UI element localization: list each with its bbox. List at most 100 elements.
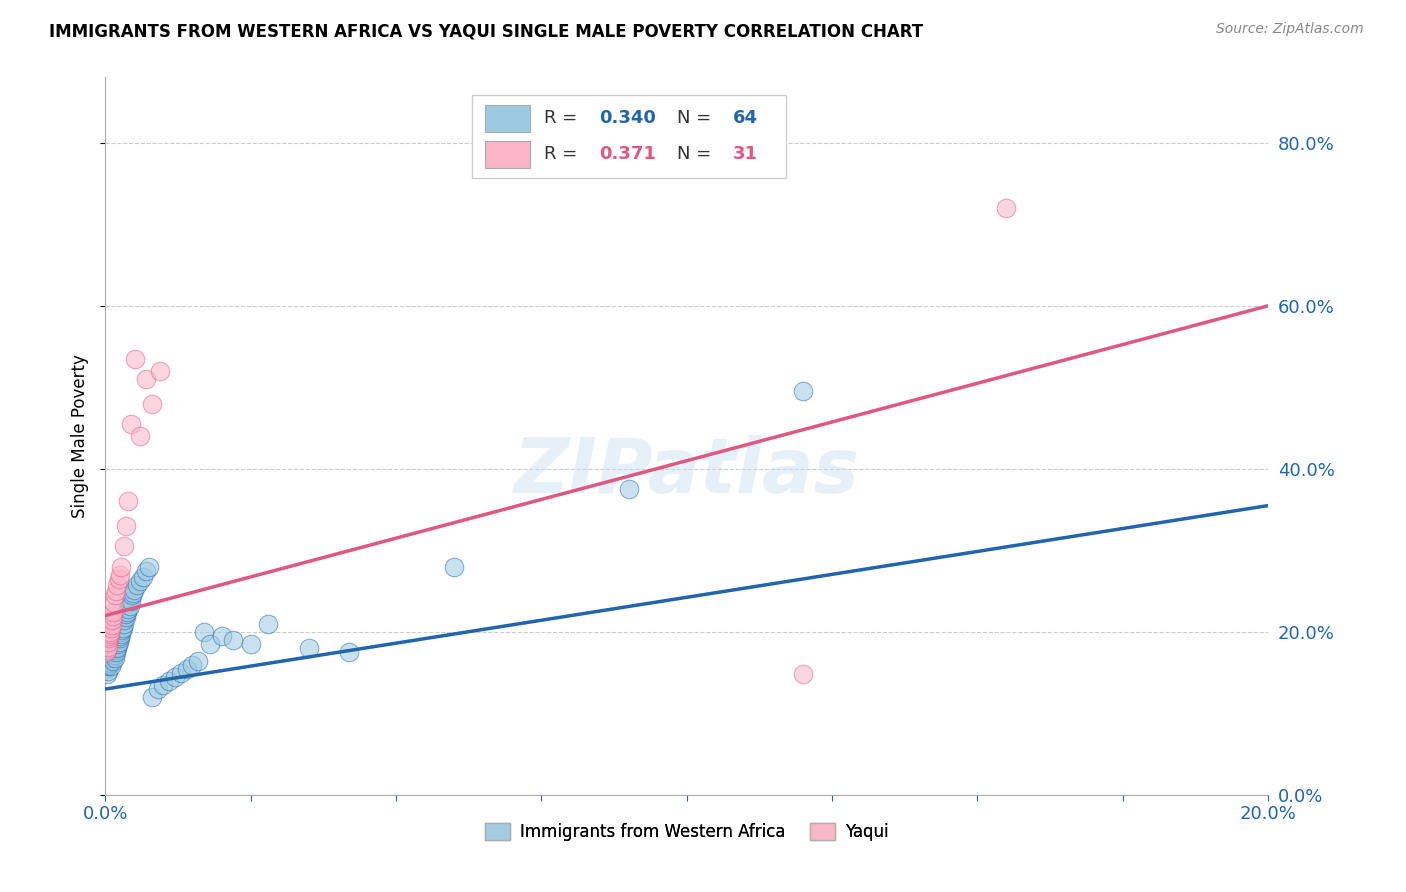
Point	[617, 482, 640, 496]
Point	[110, 624, 132, 639]
Point	[122, 586, 145, 600]
Text: 31: 31	[733, 145, 758, 163]
Point	[100, 624, 122, 639]
Point	[211, 629, 233, 643]
Point	[103, 596, 125, 610]
Point	[101, 613, 124, 627]
Point	[152, 678, 174, 692]
Point	[100, 659, 122, 673]
Point	[124, 351, 146, 366]
Point	[141, 397, 163, 411]
Point	[98, 626, 121, 640]
Text: 0.340: 0.340	[599, 110, 657, 128]
Point	[112, 539, 135, 553]
Point	[101, 648, 124, 662]
Point	[100, 618, 122, 632]
Y-axis label: Single Male Poverty: Single Male Poverty	[72, 354, 89, 518]
Text: N =: N =	[678, 145, 717, 163]
Point	[138, 559, 160, 574]
Point	[111, 624, 134, 638]
Point	[121, 588, 143, 602]
Point	[107, 637, 129, 651]
Point	[101, 651, 124, 665]
Point	[105, 640, 128, 654]
Text: N =: N =	[678, 110, 717, 128]
Point	[124, 582, 146, 597]
Bar	[485, 104, 530, 132]
Point	[146, 681, 169, 696]
Point	[104, 651, 127, 665]
Point	[103, 605, 125, 619]
Point	[111, 621, 134, 635]
Point	[117, 602, 139, 616]
Point	[105, 645, 128, 659]
Point	[96, 643, 118, 657]
Point	[96, 664, 118, 678]
Point	[443, 559, 465, 574]
Point	[792, 667, 814, 681]
Point	[149, 364, 172, 378]
Point	[198, 637, 221, 651]
Point	[97, 659, 120, 673]
Point	[176, 662, 198, 676]
Point	[132, 569, 155, 583]
Point	[98, 629, 121, 643]
Text: 0.371: 0.371	[599, 145, 657, 163]
Point	[239, 637, 262, 651]
Point	[112, 613, 135, 627]
Point	[118, 599, 141, 613]
Point	[115, 519, 138, 533]
Point	[112, 616, 135, 631]
Point	[129, 574, 152, 589]
Point	[103, 653, 125, 667]
Point	[110, 559, 132, 574]
Point	[108, 632, 131, 646]
Text: ZIPatlas: ZIPatlas	[513, 435, 859, 509]
Point	[101, 608, 124, 623]
Point	[117, 605, 139, 619]
Point	[163, 670, 186, 684]
Text: R =: R =	[544, 145, 582, 163]
Text: R =: R =	[544, 110, 582, 128]
Point	[107, 572, 129, 586]
Text: IMMIGRANTS FROM WESTERN AFRICA VS YAQUI SINGLE MALE POVERTY CORRELATION CHART: IMMIGRANTS FROM WESTERN AFRICA VS YAQUI …	[49, 22, 924, 40]
Legend: Immigrants from Western Africa, Yaqui: Immigrants from Western Africa, Yaqui	[478, 816, 896, 847]
Point	[120, 594, 142, 608]
Point	[104, 643, 127, 657]
Text: 64: 64	[733, 110, 758, 128]
Point	[135, 564, 157, 578]
Point	[104, 588, 127, 602]
Point	[96, 667, 118, 681]
Point	[792, 384, 814, 399]
Point	[187, 653, 209, 667]
Point	[995, 201, 1018, 215]
Point	[222, 633, 245, 648]
Point	[96, 640, 118, 654]
Point	[96, 662, 118, 676]
Point	[105, 584, 128, 599]
Point	[107, 634, 129, 648]
Point	[103, 645, 125, 659]
Point	[100, 621, 122, 635]
Point	[110, 626, 132, 640]
Text: Source: ZipAtlas.com: Source: ZipAtlas.com	[1216, 22, 1364, 37]
Point	[107, 577, 129, 591]
Bar	[471, 95, 786, 178]
Point	[100, 649, 122, 664]
Point	[141, 690, 163, 705]
Point	[129, 429, 152, 443]
Point	[298, 641, 321, 656]
Point	[115, 607, 138, 621]
Point	[98, 653, 121, 667]
Point	[97, 632, 120, 646]
Point	[110, 629, 132, 643]
Point	[97, 657, 120, 672]
Point	[135, 372, 157, 386]
Point	[97, 634, 120, 648]
Point	[100, 656, 122, 670]
Point	[339, 645, 361, 659]
Point	[257, 616, 280, 631]
Point	[98, 655, 121, 669]
Point	[117, 494, 139, 508]
Point	[127, 577, 149, 591]
